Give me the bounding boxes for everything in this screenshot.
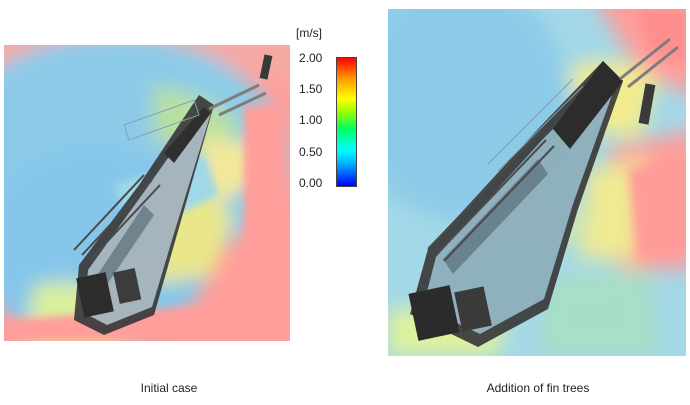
fin-trees-render bbox=[388, 9, 686, 356]
legend-tick-label: 1.00 bbox=[299, 113, 323, 127]
legend-tick-label: 0.50 bbox=[299, 145, 323, 159]
fin-trees-caption: Addition of fin trees bbox=[486, 381, 590, 395]
legend-tick-label: 1.50 bbox=[299, 82, 323, 96]
fin-trees-velocity-map bbox=[388, 9, 686, 356]
legend-unit-label: [m/s] bbox=[296, 26, 322, 40]
initial-case-velocity-map bbox=[4, 45, 290, 341]
initial-case-render bbox=[4, 45, 290, 341]
velocity-colorbar bbox=[336, 57, 357, 187]
legend-tick-label: 2.00 bbox=[299, 51, 323, 65]
legend-tick-label: 0.00 bbox=[299, 176, 323, 190]
initial-case-caption: Initial case bbox=[140, 381, 198, 395]
building-model bbox=[408, 37, 679, 347]
building-model bbox=[73, 54, 273, 335]
